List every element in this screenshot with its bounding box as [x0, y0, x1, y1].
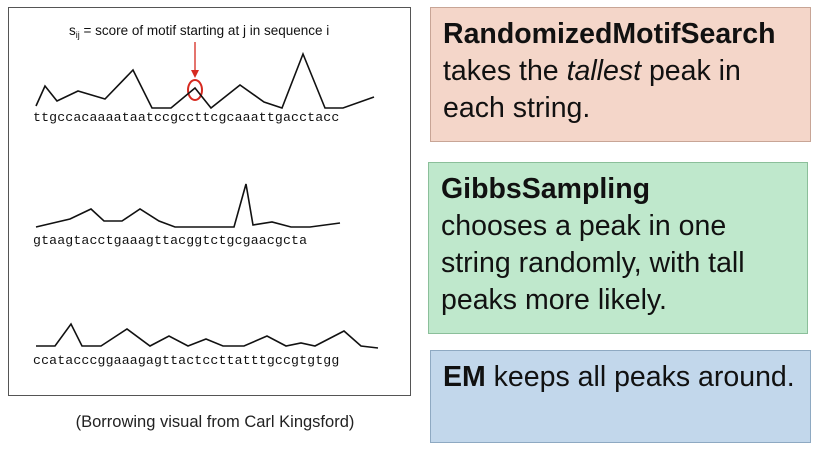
sequence-1: ttgccacaaaataatccgccttcgcaaattgacctacc: [33, 110, 340, 125]
gibbs-sampling-title: GibbsSampling: [441, 173, 651, 205]
score-definition-label: sij = score of motif starting at j in se…: [69, 23, 329, 40]
randomized-text-pre: takes the: [443, 55, 567, 87]
score-plot-figure: sij = score of motif starting at j in se…: [8, 7, 411, 396]
em-box: EM keeps all peaks around.: [430, 350, 811, 443]
randomized-text-italic: tallest: [566, 55, 642, 87]
em-text: keeps all peaks around.: [485, 361, 795, 393]
sequence-2: gtaagtacctgaaagttacggtctgcgaacgcta: [33, 233, 308, 248]
randomized-motif-search-box: RandomizedMotifSearch takes the tallest …: [430, 7, 811, 142]
figure-caption: (Borrowing visual from Carl Kingsford): [75, 413, 355, 431]
score-plot-svg: sij = score of motif starting at j in se…: [35, 23, 379, 349]
score-peaks-sequence-3: [36, 322, 379, 349]
score-peaks-sequence-2: [35, 183, 341, 228]
highlight-arrow-head: [191, 70, 199, 78]
randomized-text-post: peak in each string.: [443, 55, 741, 124]
score-peaks-sequence-1: [35, 51, 375, 110]
gibbs-sampling-text: chooses a peak in one string randomly, w…: [441, 210, 745, 316]
em-title: EM: [443, 361, 486, 393]
gibbs-sampling-box: GibbsSampling chooses a peak in one stri…: [428, 162, 808, 334]
highlighted-peak-circle: [187, 79, 203, 101]
sequence-3: ccatacccggaaagagttactccttatttgccgtgtgg: [33, 353, 340, 368]
randomized-motif-search-title: RandomizedMotifSearch: [443, 18, 776, 50]
